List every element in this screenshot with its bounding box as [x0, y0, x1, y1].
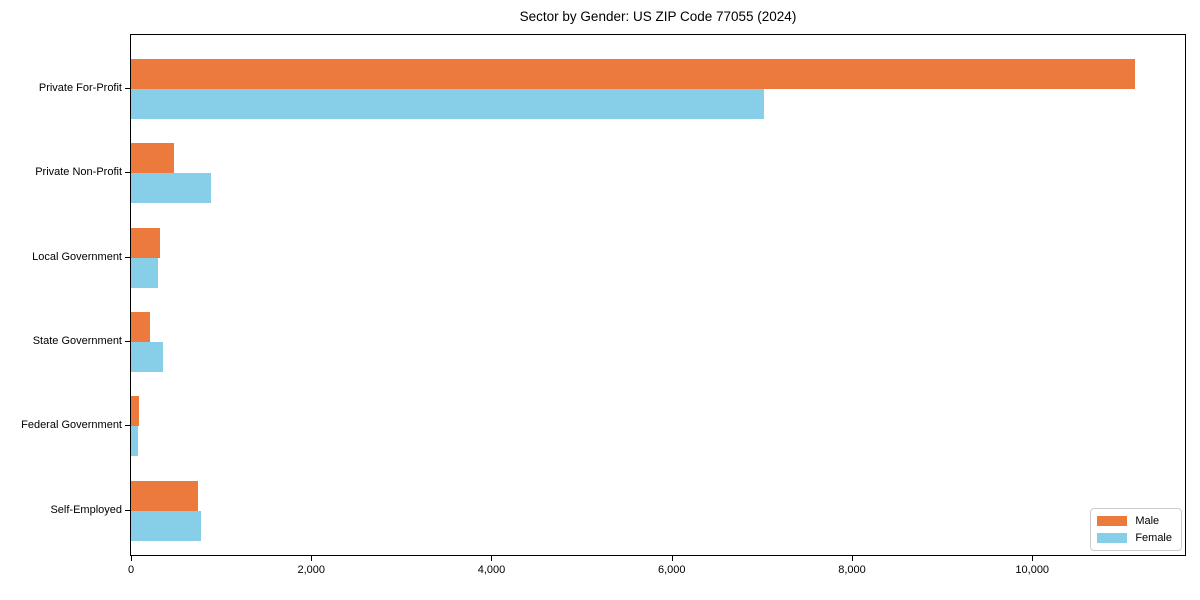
y-tick-label-state-government: State Government — [32, 334, 122, 347]
x-tick-mark — [491, 556, 493, 561]
legend: Male Female — [1090, 508, 1182, 551]
x-tick-label-10000: 10,000 — [1015, 564, 1050, 576]
x-tick-label-4000: 4,000 — [477, 564, 506, 576]
y-tick-mark — [125, 509, 130, 511]
legend-item-male: Male — [1097, 515, 1172, 527]
x-tick-mark — [851, 556, 853, 561]
bar-female-private-for-profit — [131, 89, 764, 119]
x-tick-mark — [131, 556, 132, 561]
x-tick-mark — [1032, 556, 1034, 561]
bar-female-self-employed — [131, 510, 201, 541]
x-tick-mark — [671, 556, 673, 561]
legend-label-female: Female — [1135, 532, 1172, 544]
legend-label-male: Male — [1135, 515, 1160, 527]
x-tick-label-6000: 6,000 — [657, 564, 686, 576]
chart-title: Sector by Gender: US ZIP Code 77055 (202… — [519, 9, 797, 24]
y-tick-mark — [125, 256, 130, 258]
x-tick-mark — [311, 556, 313, 561]
bar-male-federal-government — [131, 396, 140, 427]
x-tick-label-8000: 8,000 — [838, 564, 866, 576]
y-tick-label-private-non-profit: Private Non-Profit — [35, 166, 122, 179]
bar-female-local-government — [131, 257, 159, 288]
bar-male-self-employed — [131, 480, 198, 511]
bar-female-private-non-profit — [131, 173, 211, 204]
bar-male-private-non-profit — [131, 143, 175, 174]
legend-item-female: Female — [1097, 532, 1172, 544]
plot-area: Male Female — [130, 34, 1186, 556]
y-tick-label-self-employed: Self-Employed — [50, 503, 122, 516]
bar-male-state-government — [131, 311, 150, 342]
y-tick-mark — [125, 88, 130, 89]
y-tick-mark — [125, 172, 130, 174]
y-tick-label-local-government: Local Government — [32, 250, 122, 263]
y-tick-mark — [125, 425, 130, 427]
y-tick-mark — [125, 340, 130, 342]
bar-female-state-government — [131, 341, 164, 372]
legend-swatch-male — [1097, 516, 1128, 526]
y-tick-label-private-for-profit: Private For-Profit — [38, 82, 122, 94]
bar-male-private-for-profit — [131, 59, 1135, 89]
y-tick-label-federal-government: Federal Government — [21, 419, 122, 432]
x-tick-label-0: 0 — [127, 564, 135, 576]
x-tick-label-2000: 2,000 — [297, 564, 325, 576]
legend-swatch-female — [1097, 533, 1128, 543]
bar-male-local-government — [131, 227, 160, 258]
bar-female-federal-government — [131, 426, 139, 457]
